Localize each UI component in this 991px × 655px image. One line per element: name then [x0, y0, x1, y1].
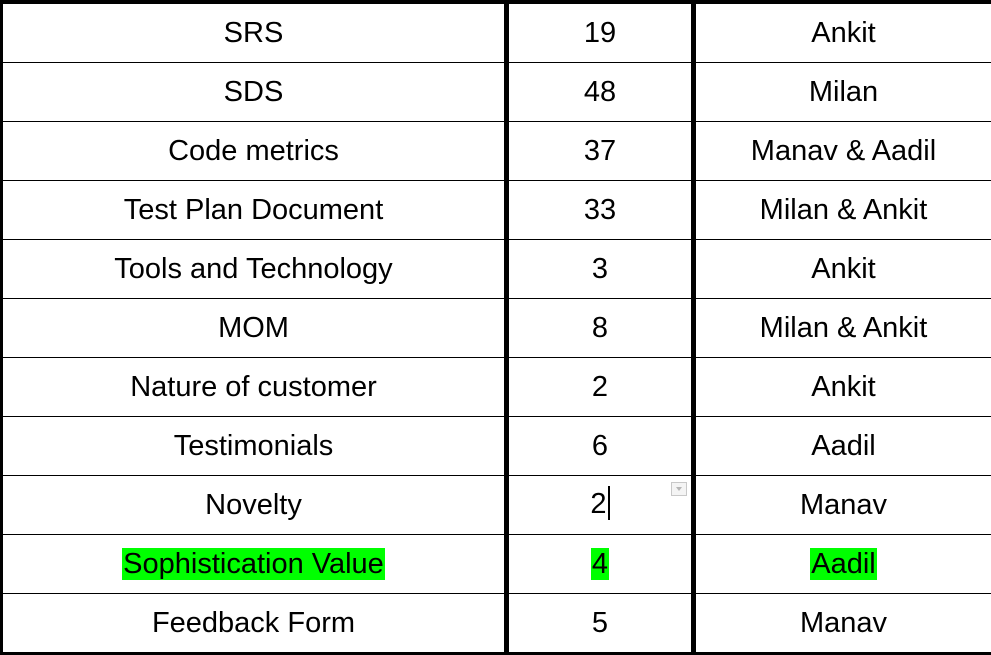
count-cell-text: 33	[584, 194, 616, 226]
task-cell[interactable]: Testimonials	[2, 417, 507, 476]
owner-cell[interactable]: Milan	[694, 63, 991, 122]
count-cell-text: 19	[584, 17, 616, 49]
task-cell[interactable]: Novelty	[2, 476, 507, 535]
owner-cell-text: Aadil	[811, 430, 876, 462]
count-cell[interactable]: 2	[507, 476, 694, 535]
table-row: SDS 48 Milan	[2, 63, 991, 122]
task-cell[interactable]: Test Plan Document	[2, 181, 507, 240]
task-cell-text: SRS	[224, 17, 284, 49]
owner-cell[interactable]: Ankit	[694, 2, 991, 63]
count-cell[interactable]: 5	[507, 594, 694, 654]
owner-cell-text: Milan & Ankit	[760, 312, 928, 344]
task-cell[interactable]: SDS	[2, 63, 507, 122]
task-cell-text: Nature of customer	[130, 371, 377, 403]
owner-cell[interactable]: Manav	[694, 476, 991, 535]
count-cell-text: 37	[584, 135, 616, 167]
owner-cell[interactable]: Ankit	[694, 358, 991, 417]
table-row: Sophistication Value 4 Aadil	[2, 535, 991, 594]
owner-cell-text: Milan	[809, 76, 878, 108]
count-cell[interactable]: 48	[507, 63, 694, 122]
owner-cell-text: Manav	[800, 489, 887, 521]
task-cell[interactable]: SRS	[2, 2, 507, 63]
owner-cell-text: Aadil	[810, 548, 877, 580]
task-cell-text: Novelty	[205, 489, 302, 521]
count-cell-text: 8	[592, 312, 608, 344]
owner-cell[interactable]: Ankit	[694, 240, 991, 299]
owner-cell-text: Ankit	[811, 17, 875, 49]
table-row: Feedback Form 5 Manav	[2, 594, 991, 654]
owner-cell[interactable]: Milan & Ankit	[694, 181, 991, 240]
count-cell[interactable]: 3	[507, 240, 694, 299]
owner-cell[interactable]: Manav & Aadil	[694, 122, 991, 181]
count-cell-text: 2	[590, 488, 606, 520]
count-cell-text: 4	[591, 548, 609, 580]
owner-cell[interactable]: Aadil	[694, 417, 991, 476]
task-cell[interactable]: Feedback Form	[2, 594, 507, 654]
task-cell-text: Sophistication Value	[122, 548, 385, 580]
count-cell-text: 6	[592, 430, 608, 462]
count-cell-text: 2	[592, 371, 608, 403]
count-cell[interactable]: 2	[507, 358, 694, 417]
task-cell[interactable]: Nature of customer	[2, 358, 507, 417]
owner-cell[interactable]: Milan & Ankit	[694, 299, 991, 358]
owner-cell[interactable]: Aadil	[694, 535, 991, 594]
owner-cell-text: Ankit	[811, 371, 875, 403]
count-cell[interactable]: 33	[507, 181, 694, 240]
dropdown-arrow-icon[interactable]	[671, 482, 687, 496]
table-row: MOM 8 Milan & Ankit	[2, 299, 991, 358]
table-row: Novelty 2 Manav	[2, 476, 991, 535]
task-cell-text: Tools and Technology	[114, 253, 392, 285]
table-row: SRS 19 Ankit	[2, 2, 991, 63]
count-cell-text: 3	[592, 253, 608, 285]
text-cursor	[608, 486, 610, 520]
table-row: Code metrics 37 Manav & Aadil	[2, 122, 991, 181]
task-cell-text: Feedback Form	[152, 607, 355, 639]
count-cell[interactable]: 37	[507, 122, 694, 181]
count-cell[interactable]: 8	[507, 299, 694, 358]
owner-cell-text: Milan & Ankit	[760, 194, 928, 226]
task-cell[interactable]: Tools and Technology	[2, 240, 507, 299]
owner-cell-text: Manav & Aadil	[751, 135, 936, 167]
task-cell-text: Test Plan Document	[124, 194, 384, 226]
table-row: Nature of customer 2 Ankit	[2, 358, 991, 417]
task-cell-text: Code metrics	[168, 135, 339, 167]
count-cell[interactable]: 19	[507, 2, 694, 63]
task-cell[interactable]: Sophistication Value	[2, 535, 507, 594]
count-cell-text: 48	[584, 76, 616, 108]
task-cell[interactable]: MOM	[2, 299, 507, 358]
task-cell[interactable]: Code metrics	[2, 122, 507, 181]
count-cell[interactable]: 6	[507, 417, 694, 476]
table-row: Test Plan Document 33 Milan & Ankit	[2, 181, 991, 240]
owner-cell-text: Ankit	[811, 253, 875, 285]
count-cell[interactable]: 4	[507, 535, 694, 594]
owner-cell[interactable]: Manav	[694, 594, 991, 654]
owner-cell-text: Manav	[800, 607, 887, 639]
count-cell-text: 5	[592, 607, 608, 639]
task-cell-text: MOM	[218, 312, 289, 344]
task-cell-text: SDS	[224, 76, 284, 108]
table-row: Tools and Technology 3 Ankit	[2, 240, 991, 299]
table-row: Testimonials 6 Aadil	[2, 417, 991, 476]
task-cell-text: Testimonials	[174, 430, 334, 462]
